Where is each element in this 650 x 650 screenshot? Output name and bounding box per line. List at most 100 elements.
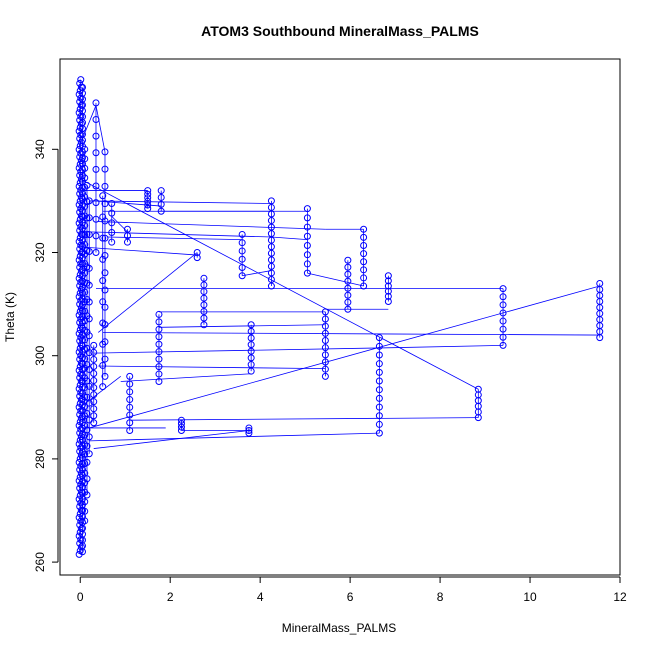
- data-point: [83, 458, 91, 466]
- data-point: [81, 164, 89, 172]
- data-point: [144, 194, 152, 202]
- series-line-segment: [95, 105, 106, 152]
- data-point: [321, 315, 329, 323]
- data-point: [267, 269, 275, 277]
- data-point: [267, 203, 275, 211]
- data-point: [90, 362, 98, 370]
- data-point: [85, 247, 93, 255]
- data-point: [92, 132, 100, 140]
- data-point: [81, 288, 89, 296]
- data-point: [92, 165, 100, 173]
- data-point: [360, 225, 368, 233]
- data-point: [193, 254, 201, 262]
- series-line-segment: [307, 272, 364, 287]
- data-point: [108, 199, 116, 207]
- data-point: [155, 333, 163, 341]
- series-line-segment: [158, 324, 326, 328]
- data-point: [126, 380, 134, 388]
- data-point: [375, 403, 383, 411]
- data-point: [77, 499, 85, 507]
- data-point: [157, 200, 165, 208]
- data-point: [499, 341, 507, 349]
- series-line-segment: [129, 417, 479, 421]
- data-point: [200, 321, 208, 329]
- y-tick-label: 320: [33, 242, 47, 262]
- data-point: [200, 274, 208, 282]
- data-point: [77, 315, 85, 323]
- data-point: [77, 370, 85, 378]
- data-point: [85, 450, 93, 458]
- data-point: [76, 528, 84, 536]
- data-point: [126, 411, 134, 419]
- data-point: [85, 349, 93, 357]
- y-axis-label: Theta (K): [3, 292, 17, 342]
- data-point: [85, 433, 93, 441]
- data-point: [360, 274, 368, 282]
- data-point: [375, 377, 383, 385]
- data-point: [303, 260, 311, 268]
- data-point: [81, 174, 89, 182]
- data-point: [303, 214, 311, 222]
- data-point: [101, 286, 109, 294]
- data-point: [375, 351, 383, 359]
- data-point: [81, 269, 89, 277]
- data-point: [108, 219, 116, 227]
- data-point: [384, 298, 392, 306]
- data-point: [155, 318, 163, 326]
- data-point: [267, 230, 275, 238]
- data-point: [200, 307, 208, 315]
- data-point: [200, 281, 208, 289]
- data-point: [474, 385, 482, 393]
- data-point: [77, 543, 85, 551]
- series-line-segment: [98, 221, 326, 230]
- data-point: [155, 370, 163, 378]
- data-point: [321, 372, 329, 380]
- data-point: [99, 234, 107, 242]
- data-point: [92, 149, 100, 157]
- data-point: [267, 197, 275, 205]
- data-point: [77, 267, 85, 275]
- data-point: [81, 336, 89, 344]
- data-point: [245, 424, 253, 432]
- data-point: [303, 223, 311, 231]
- data-point: [85, 231, 93, 239]
- data-point: [83, 181, 91, 189]
- data-point: [375, 360, 383, 368]
- series-line-segment: [89, 432, 380, 442]
- series-line-segment: [98, 365, 326, 369]
- data-point: [78, 83, 86, 91]
- data-point: [81, 155, 89, 163]
- data-point: [200, 288, 208, 296]
- series-line-segment: [93, 347, 380, 354]
- y-tick-label: 340: [33, 139, 47, 159]
- data-point: [193, 249, 201, 256]
- data-point: [76, 436, 84, 444]
- data-point: [101, 338, 109, 346]
- data-point: [126, 372, 134, 380]
- series-line-segment: [120, 373, 252, 382]
- data-point: [267, 256, 275, 264]
- data-point: [81, 422, 89, 430]
- data-point: [247, 367, 255, 375]
- series-line-segment: [93, 430, 249, 449]
- data-point: [126, 388, 134, 396]
- data-point: [83, 230, 91, 238]
- data-point: [144, 190, 152, 198]
- data-point: [77, 488, 85, 496]
- data-point: [101, 234, 109, 242]
- data-point: [238, 255, 246, 263]
- data-point: [267, 210, 275, 218]
- data-point: [83, 214, 91, 222]
- data-point: [83, 393, 91, 401]
- data-point: [303, 241, 311, 249]
- data-point: [83, 328, 91, 336]
- data-point: [92, 115, 100, 123]
- data-point: [77, 223, 85, 231]
- data-point: [375, 394, 383, 402]
- data-point: [177, 420, 185, 428]
- data-point: [85, 214, 93, 222]
- data-point: [155, 348, 163, 356]
- data-point: [344, 270, 352, 278]
- data-point: [144, 197, 152, 205]
